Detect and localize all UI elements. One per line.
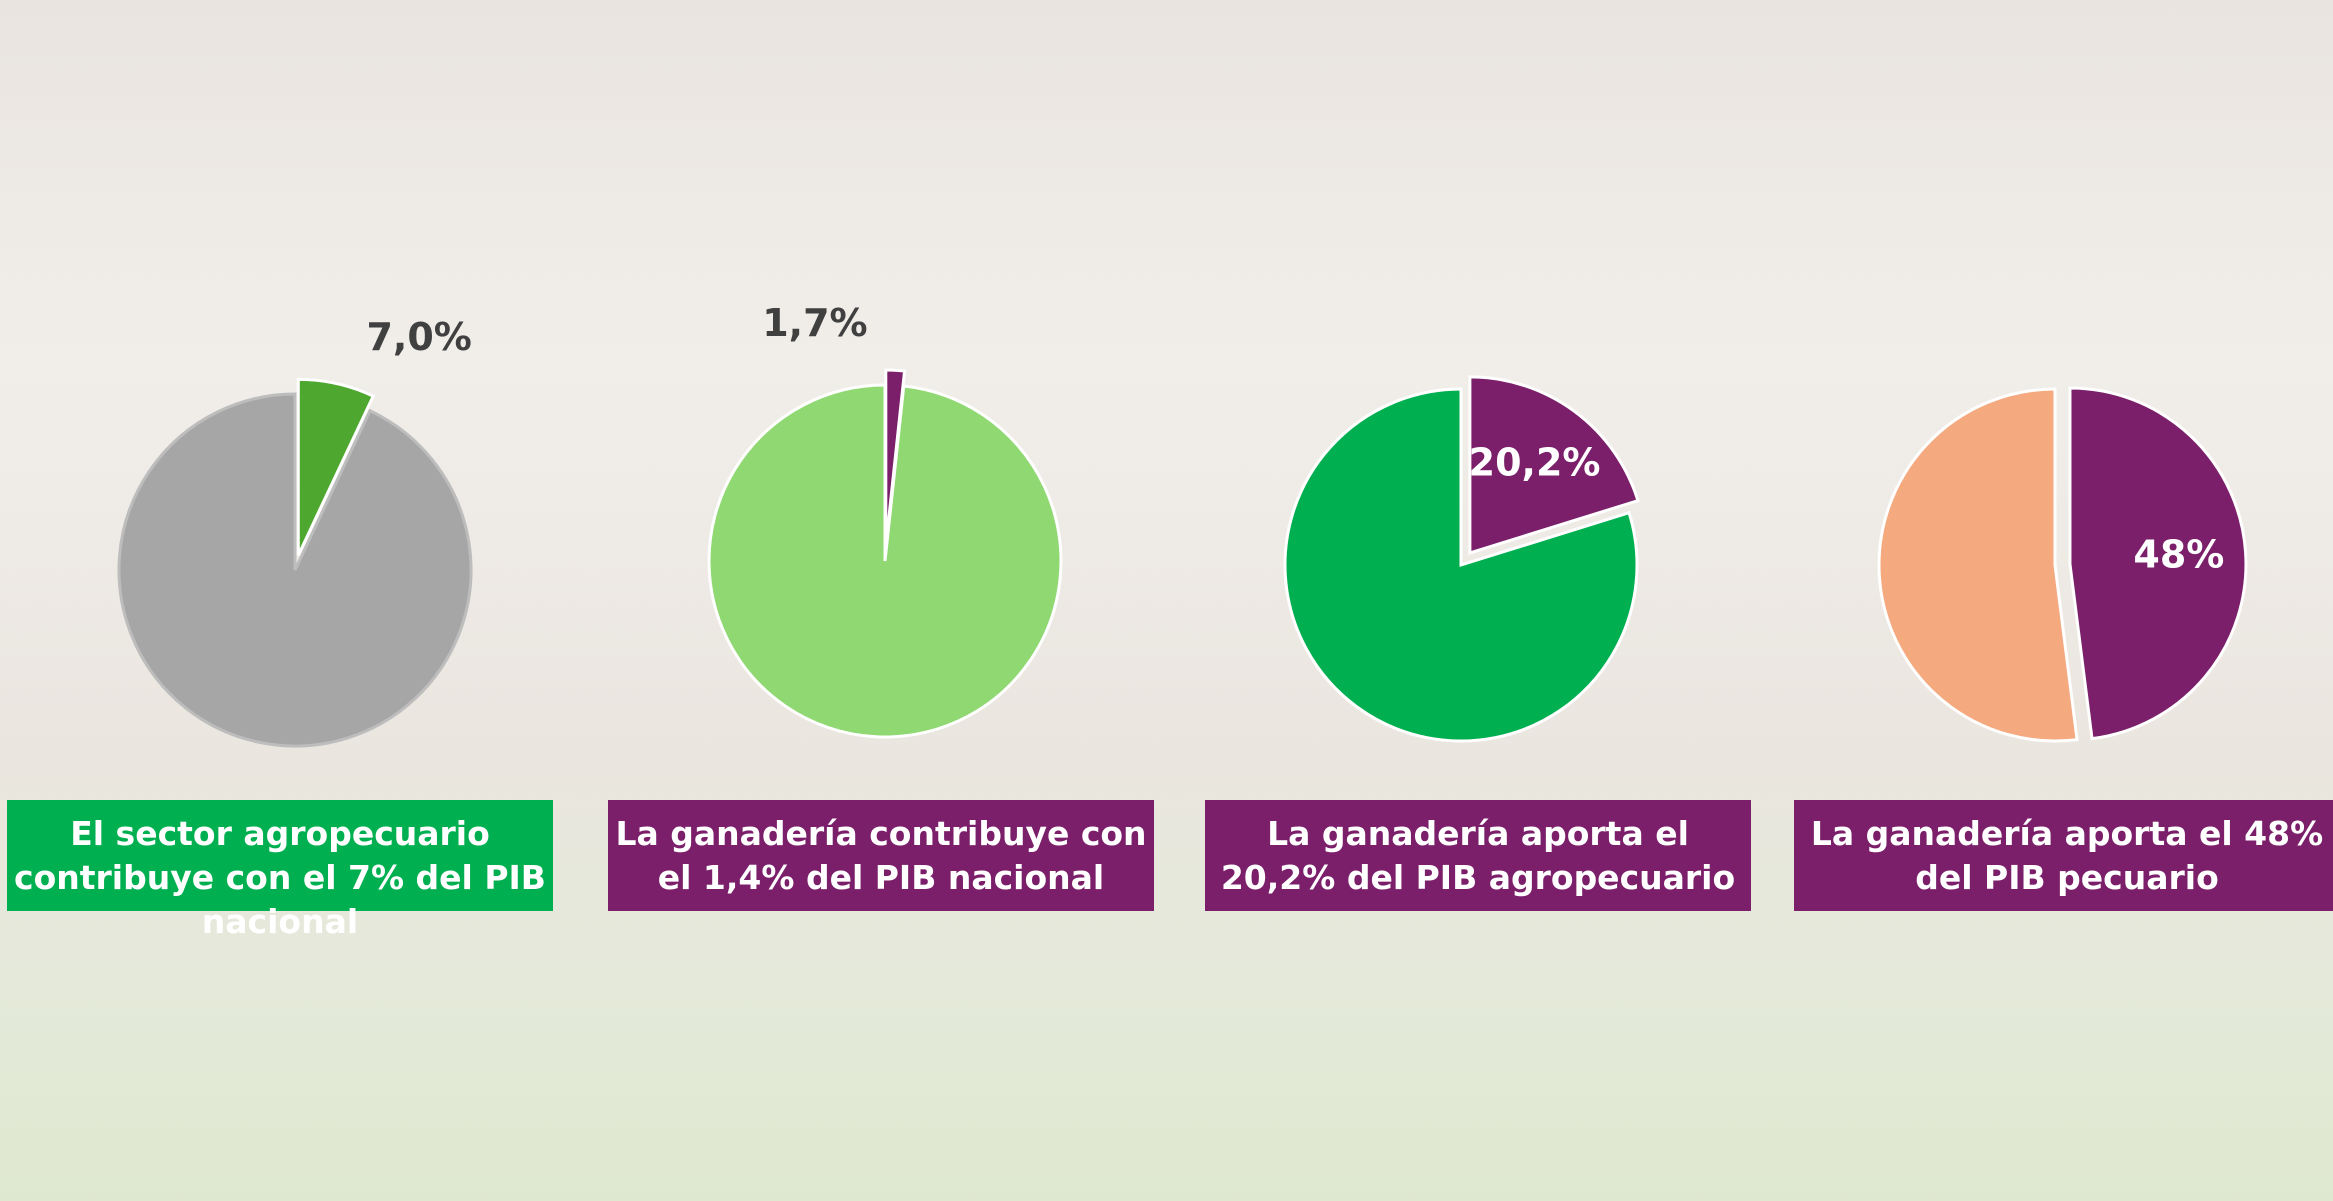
- caption: El sector agropecuario contribuye con el…: [7, 800, 553, 941]
- value-label: 48%: [2133, 533, 2224, 577]
- caption: La ganadería aporta el 48% del PIB pecua…: [1794, 800, 2333, 911]
- pie-slice: [707, 383, 1063, 739]
- caption: La ganadería aporta el 20,2% del PIB agr…: [1205, 800, 1751, 911]
- pie-slice: [1877, 387, 2079, 743]
- pie-slice: [1468, 375, 1640, 555]
- value-label: 1,7%: [762, 301, 867, 345]
- pie-slice: [1283, 387, 1639, 743]
- pie-slice: [117, 392, 473, 748]
- pie-slice: [2068, 386, 2248, 741]
- value-label: 20,2%: [1469, 441, 1601, 485]
- pie-slice: [296, 377, 376, 556]
- value-label: 7,0%: [366, 315, 471, 359]
- caption: La ganadería contribuye con el 1,4% del …: [608, 800, 1154, 911]
